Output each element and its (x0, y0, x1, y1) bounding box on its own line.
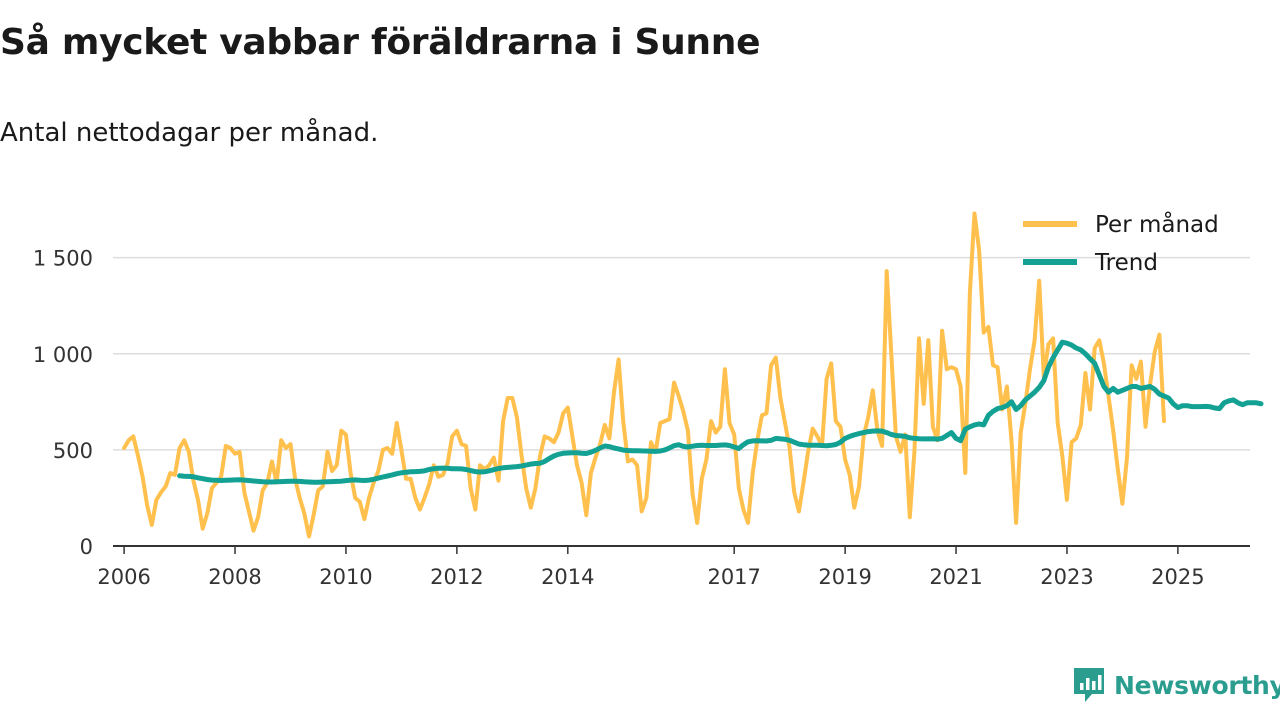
y-tick-label: 1 500 (33, 247, 93, 271)
x-axis-ticks: 2006 2008 2010 2012 2014 2017 2019 2021 2023 2025 (97, 546, 1205, 589)
series-line-per-manad (122, 211, 1166, 539)
chart-subtitle: Antal nettodagar per månad. (0, 118, 379, 148)
x-tick-label: 2025 (1151, 565, 1204, 589)
x-tick-label: 2006 (97, 565, 150, 589)
x-tick-label: 2012 (430, 565, 483, 589)
legend-label: Trend (1094, 250, 1158, 276)
newsworthy-logo: Newsworthy (1072, 666, 1280, 704)
x-tick-label: 2017 (707, 565, 760, 589)
y-axis-ticks: 0 500 1 000 1 500 (33, 247, 93, 559)
x-tick-label: 2010 (319, 565, 372, 589)
y-tick-label: 0 (80, 535, 93, 559)
chart-title: Så mycket vabbar föräldrarna i Sunne (0, 22, 761, 63)
x-tick-label: 2008 (208, 565, 261, 589)
newsworthy-logo-icon (1074, 668, 1104, 702)
x-tick-label: 2021 (929, 565, 982, 589)
x-tick-label: 2023 (1040, 565, 1093, 589)
chart-legend: Per månad Trend (1023, 210, 1219, 276)
x-tick-label: 2019 (818, 565, 871, 589)
chart-series (122, 211, 1264, 539)
y-tick-label: 500 (53, 439, 93, 463)
y-tick-label: 1 000 (33, 343, 93, 367)
newsworthy-logo-text: Newsworthy (1114, 670, 1280, 700)
series-line-trend (177, 339, 1264, 485)
x-tick-label: 2014 (541, 565, 594, 589)
legend-label: Per månad (1095, 210, 1219, 238)
